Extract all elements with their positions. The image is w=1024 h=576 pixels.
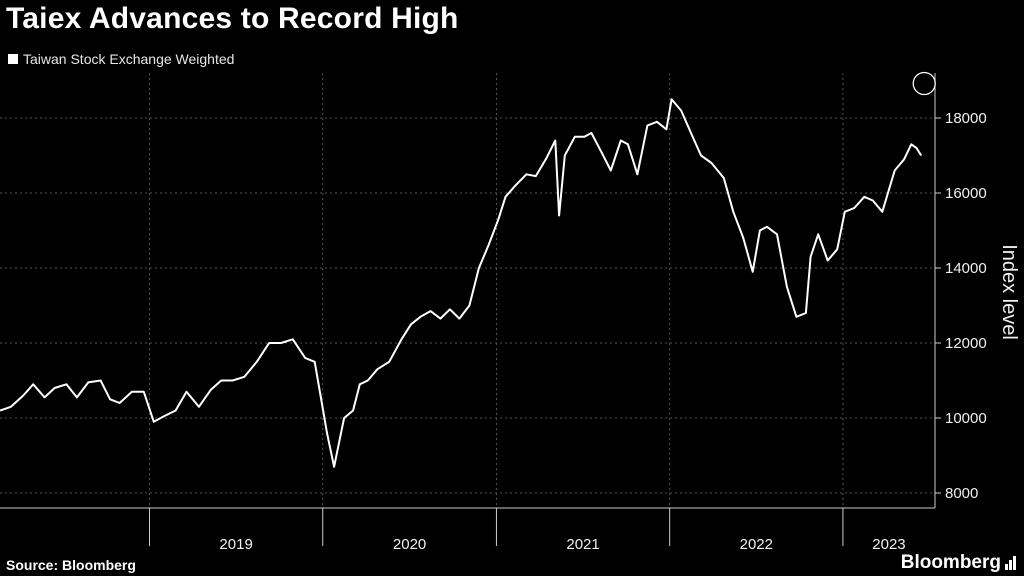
legend-swatch [8, 54, 18, 64]
source-note: Source: Bloomberg [6, 557, 136, 573]
x-tick-label: 2019 [219, 536, 252, 553]
x-ticks: 2019 2020 2021 2022 2023 [149, 508, 906, 553]
x-tick-label: 2022 [740, 536, 773, 553]
y-axis-title: Index level [998, 244, 1020, 340]
y-tick-label: 12000 [945, 335, 987, 352]
y-tick-label: 18000 [945, 110, 987, 127]
legend-label: Taiwan Stock Exchange Weighted [23, 51, 235, 67]
bloomberg-logo: Bloomberg [901, 552, 1016, 574]
x-tick-label: 2021 [566, 536, 599, 553]
x-tick-label: 2020 [393, 536, 426, 553]
brand-text: Bloomberg [900, 552, 1001, 573]
y-tick-label: 10000 [945, 410, 987, 427]
y-tick-label: 16000 [945, 185, 987, 202]
bar-chart-icon [1005, 556, 1016, 570]
grid [0, 73, 935, 508]
x-tick-label: 2023 [872, 536, 905, 553]
record-high-marker [912, 71, 936, 96]
y-tick-label: 8000 [945, 485, 978, 502]
y-ticks: 8000 10000 12000 14000 16000 18000 [935, 110, 987, 502]
chart-title: Taiex Advances to Record High [6, 2, 459, 35]
legend: Taiwan Stock Exchange Weighted [8, 51, 234, 67]
series-line-taiex [0, 98, 923, 468]
y-tick-label: 14000 [945, 260, 987, 277]
